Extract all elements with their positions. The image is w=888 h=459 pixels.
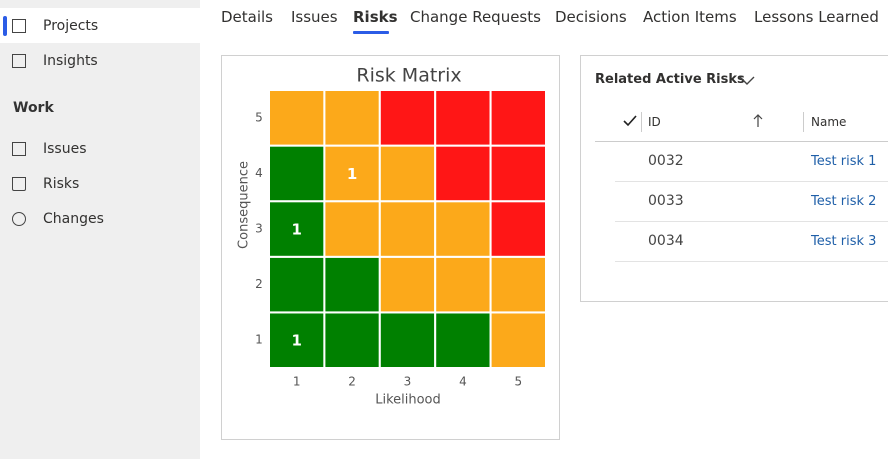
cell bbox=[489, 144, 548, 203]
tab[interactable]: Decisions bbox=[555, 8, 627, 26]
cell bbox=[434, 200, 492, 258]
tab[interactable]: Details bbox=[221, 8, 274, 26]
section-header: Work bbox=[13, 100, 54, 116]
cell bbox=[434, 89, 492, 147]
tab[interactable]: Change Requests bbox=[410, 8, 541, 26]
cell bbox=[378, 89, 437, 147]
risk-name-link[interactable]: Test risk 3 bbox=[811, 234, 877, 249]
tab[interactable]: Action Items bbox=[643, 8, 737, 26]
chart: Risk Matrix Likelihood Consequence 1 1 1 1 2… bbox=[237, 65, 548, 408]
x-tick-label: 4 bbox=[459, 375, 467, 389]
cell bbox=[434, 311, 492, 369]
y-tick-label: 2 bbox=[255, 277, 263, 291]
x-tick-label: 3 bbox=[404, 375, 412, 389]
column-separator bbox=[641, 112, 642, 132]
chart-title: Risk Matrix bbox=[356, 65, 461, 87]
risk-name-link[interactable]: Test risk 2 bbox=[811, 194, 877, 209]
cell bbox=[268, 200, 326, 258]
check-icon[interactable] bbox=[623, 115, 637, 127]
nav-item[interactable]: Projects bbox=[43, 18, 99, 34]
cell bbox=[378, 200, 437, 258]
x-axis-label: Likelihood bbox=[375, 393, 441, 408]
risk-name-link[interactable]: Test risk 1 bbox=[811, 154, 877, 169]
x-tick-label: 5 bbox=[514, 375, 522, 389]
issues-icon bbox=[12, 142, 26, 156]
column-header[interactable]: ID bbox=[648, 115, 661, 129]
cell bbox=[489, 200, 548, 258]
x-tick-label: 1 bbox=[293, 375, 301, 389]
header-divider bbox=[595, 141, 888, 142]
chart-panel: Risk Matrix Likelihood Consequence 1 1 1 1 2… bbox=[221, 55, 560, 440]
cell bbox=[489, 89, 548, 147]
panel-title: Related Active Risks bbox=[595, 72, 745, 87]
x-tick-label: 2 bbox=[348, 375, 356, 389]
nav-item[interactable]: Insights bbox=[43, 53, 98, 69]
cell bbox=[268, 311, 326, 369]
cell bbox=[378, 255, 437, 314]
sidebar: Projects Insights Work Issues Risks Chan… bbox=[0, 0, 200, 459]
cell-count: 1 bbox=[291, 332, 301, 350]
tab-underline bbox=[353, 31, 389, 34]
cell bbox=[323, 311, 381, 369]
chevron[interactable] bbox=[739, 76, 755, 86]
cell bbox=[434, 255, 492, 314]
projects-icon bbox=[12, 19, 26, 33]
tab-active[interactable]: Risks bbox=[353, 8, 398, 26]
cell bbox=[323, 255, 381, 314]
row-divider bbox=[615, 261, 888, 262]
row-divider bbox=[615, 181, 888, 182]
selected-row bbox=[0, 8, 200, 43]
cell bbox=[268, 144, 326, 203]
cell bbox=[489, 311, 548, 369]
cell bbox=[434, 144, 492, 203]
sort-arrow[interactable] bbox=[753, 114, 763, 128]
row-divider bbox=[615, 221, 888, 222]
y-tick-label: 4 bbox=[255, 166, 263, 180]
insights-icon bbox=[12, 54, 26, 68]
cell bbox=[378, 311, 437, 369]
column-header[interactable]: Name bbox=[811, 115, 847, 129]
cell bbox=[323, 89, 381, 147]
risk-id: 0034 bbox=[648, 233, 684, 249]
tab[interactable]: Lessons Learned bbox=[754, 8, 879, 26]
y-tick-label: 3 bbox=[255, 222, 263, 236]
changes-icon bbox=[12, 212, 26, 226]
cell bbox=[268, 89, 326, 147]
y-tick-label: 1 bbox=[255, 333, 263, 347]
column-separator bbox=[803, 112, 804, 132]
selection-bar bbox=[3, 16, 7, 36]
cell bbox=[489, 255, 548, 314]
tab[interactable]: Issues bbox=[291, 8, 338, 26]
cell-count: 1 bbox=[291, 221, 301, 239]
y-tick-label: 5 bbox=[255, 110, 263, 124]
nav-item[interactable]: Changes bbox=[43, 211, 104, 227]
risks-icon bbox=[12, 177, 26, 191]
risks-panel: Related Active Risks ID Name 0032 Test ri… bbox=[580, 55, 888, 302]
nav-item[interactable]: Risks bbox=[43, 176, 80, 192]
cell-count: 1 bbox=[347, 165, 357, 183]
risk-id: 0032 bbox=[648, 153, 684, 169]
nav-item[interactable]: Issues bbox=[43, 141, 87, 157]
cell bbox=[268, 255, 326, 314]
risk-id: 0033 bbox=[648, 193, 684, 209]
y-axis-label: Consequence bbox=[237, 161, 252, 249]
cell bbox=[378, 144, 437, 203]
cell bbox=[323, 200, 381, 258]
